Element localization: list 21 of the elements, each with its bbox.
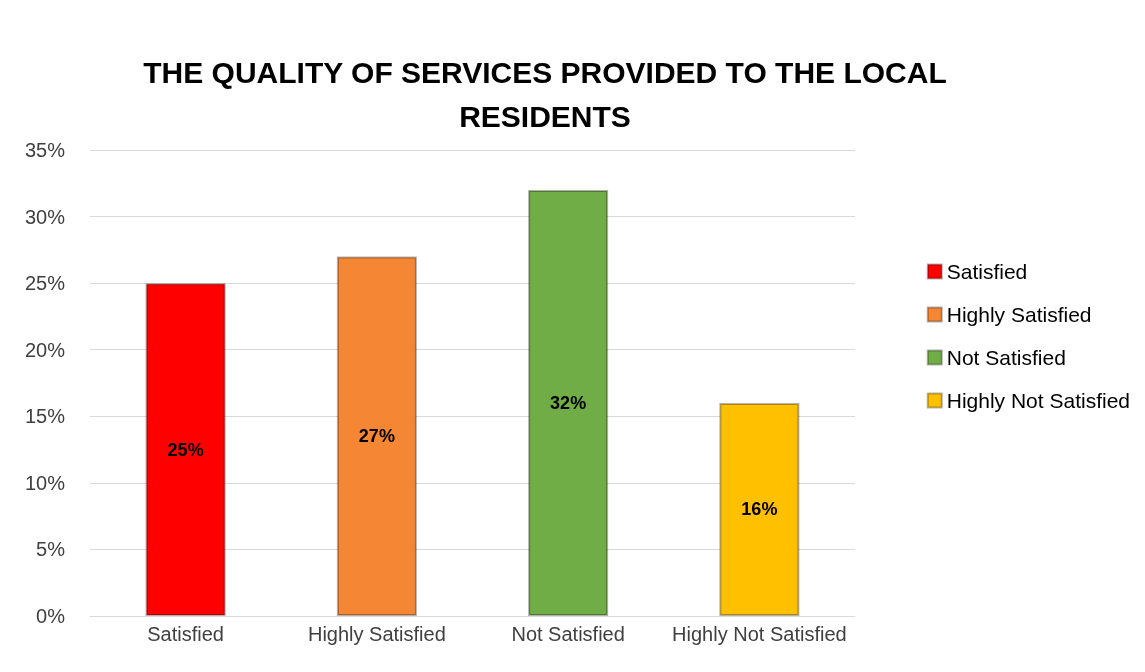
y-tick-label: 30% — [24, 205, 66, 228]
x-tick-label: Not Satisfied — [511, 623, 625, 645]
x-tick-label: Highly Not Satisfied — [672, 623, 847, 645]
data-label: 16% — [741, 499, 778, 520]
y-tick-label: 5% — [36, 538, 66, 561]
legend-label: Highly Satisfied — [946, 303, 1092, 326]
legend-label: Highly Not Satisfied — [946, 389, 1130, 412]
y-tick-label: 35% — [24, 139, 66, 161]
x-tick-label: Highly Satisfied — [307, 623, 446, 645]
y-tick-label: 15% — [24, 405, 66, 428]
data-label: 27% — [358, 426, 395, 447]
y-tick-label: 20% — [24, 338, 66, 361]
legend-label: Not Satisfied — [946, 346, 1066, 369]
data-label: 32% — [550, 392, 587, 413]
x-tick-label: Satisfied — [147, 623, 224, 645]
legend-label: Satisfied — [946, 260, 1028, 283]
y-tick-label: 25% — [24, 272, 66, 295]
chart-title: THE QUALITY OF SERVICES PROVIDED TO THE LOCAL RESIDENTS — [143, 55, 947, 133]
y-tick-label: 0% — [36, 605, 66, 627]
data-label: 25% — [167, 439, 204, 460]
y-tick-label: 10% — [24, 471, 66, 494]
